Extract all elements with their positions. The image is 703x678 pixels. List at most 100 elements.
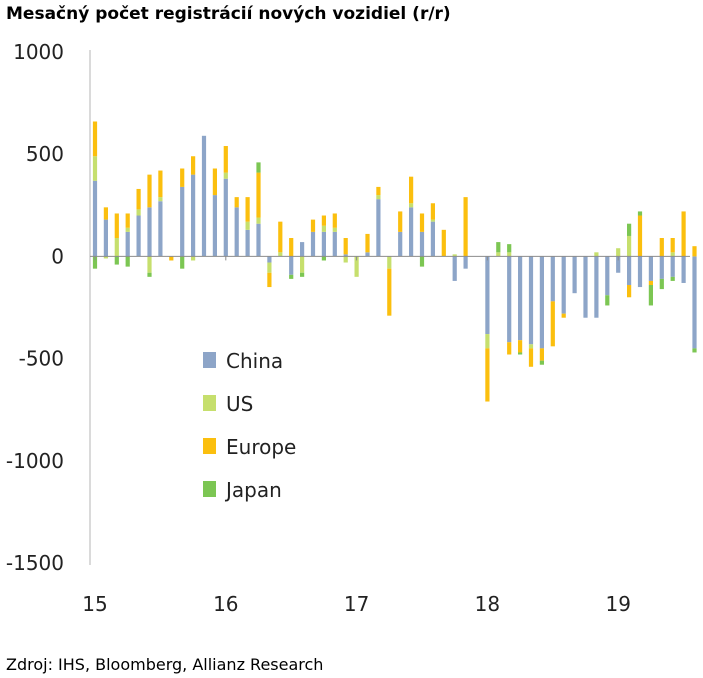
bar-segment-europe: [528, 348, 534, 367]
bar-segment-china: [659, 256, 664, 279]
bar-segment-europe: [125, 213, 130, 228]
bar-segment-europe: [365, 233, 370, 253]
bar-segment-europe: [681, 211, 686, 257]
bar-segment-japan: [289, 274, 294, 279]
bar-segment-europe: [419, 213, 425, 232]
bar-segment-china: [583, 256, 588, 318]
bar-segment-us: [507, 252, 512, 257]
bar-segment-us: [496, 252, 501, 257]
bar-segment-europe: [310, 219, 316, 232]
bar-segment-china: [409, 207, 414, 257]
bar-segment-china: [300, 242, 305, 257]
bar-segment-china: [463, 256, 468, 269]
x-axis-ticks: 15 16 17 18 19: [82, 256, 631, 616]
bar-segment-us: [125, 227, 130, 232]
bar-segment-china: [267, 256, 272, 263]
bar-segment-japan: [147, 272, 152, 277]
bar-segment-us: [136, 209, 141, 216]
bar-segment-europe: [103, 207, 108, 220]
legend-label-europe: Europe: [226, 435, 296, 459]
bar-segment-europe: [627, 285, 632, 298]
bar-segment-europe: [223, 146, 228, 173]
bar-segment-china: [103, 219, 108, 257]
y-axis-ticks: 1000 500 0 -500 -1000 -1500: [6, 40, 64, 575]
legend-label-japan: Japan: [224, 478, 282, 502]
legend-swatch-us: [203, 395, 216, 411]
bar-segment-us: [158, 197, 163, 202]
bar-segment-china: [648, 256, 653, 281]
bar-segment-china: [594, 256, 599, 318]
bar-segment-china: [289, 256, 294, 275]
bar-segment-europe: [648, 280, 653, 286]
bar-segment-us: [103, 256, 108, 259]
x-tick-label: 16: [213, 592, 238, 616]
bar-segment-europe: [518, 340, 523, 353]
bar-segment-us: [485, 334, 490, 349]
bar-segment-china: [343, 254, 348, 257]
bar-segment-us: [376, 195, 381, 200]
bar-segment-europe: [343, 238, 348, 255]
bar-segment-us: [92, 156, 98, 181]
bar-segment-europe: [637, 215, 643, 257]
bar-segment-china: [212, 195, 217, 257]
bar-segment-china: [321, 231, 326, 257]
bar-segment-china: [223, 178, 228, 257]
bar-segment-china: [627, 256, 632, 286]
bar-segment-europe: [409, 176, 414, 204]
bar-segment-us: [278, 252, 283, 257]
bar-segment-us: [594, 252, 599, 257]
bar-segment-europe: [332, 213, 337, 228]
legend: China US Europe Japan: [203, 349, 296, 502]
bar-segment-japan: [321, 256, 326, 261]
bar-segment-japan: [496, 242, 501, 253]
y-tick-label: 500: [26, 142, 64, 166]
bar-segment-us: [332, 227, 337, 232]
bar-segment-europe: [387, 268, 392, 316]
bar-segment-europe: [234, 197, 239, 208]
bar-segment-japan: [518, 352, 523, 355]
bar-segment-us: [627, 235, 632, 257]
bar-segment-us: [114, 238, 119, 257]
bar-segment-us: [430, 219, 435, 222]
bar-segment-china: [692, 256, 697, 349]
bar-segment-europe: [321, 215, 326, 226]
bar-segment-europe: [278, 221, 283, 253]
legend-swatch-europe: [203, 438, 216, 454]
bar-segment-europe: [267, 272, 272, 288]
bar-segment-china: [528, 256, 534, 345]
bar-segment-china: [605, 256, 610, 296]
bar-segment-china: [180, 186, 185, 257]
bar-segment-china: [398, 231, 403, 257]
bar-segment-europe: [245, 197, 250, 222]
x-tick-label: 18: [475, 592, 500, 616]
bars: [92, 121, 697, 402]
bar-segment-us: [321, 225, 326, 232]
bar-segment-us: [245, 221, 250, 230]
bar-segment-us: [354, 256, 359, 277]
bar-segment-china: [572, 256, 577, 294]
bar-segment-china: [507, 256, 512, 343]
bar-segment-europe: [485, 348, 490, 402]
bar-segment-us: [343, 256, 348, 263]
bar-segment-europe: [550, 301, 555, 347]
bar-segment-europe: [441, 229, 446, 257]
bar-segment-japan: [692, 348, 697, 353]
bar-segment-us: [267, 262, 272, 273]
bar-segment-us: [387, 256, 392, 269]
bar-segment-europe: [191, 156, 196, 175]
bar-segment-china: [550, 256, 555, 302]
bar-segment-us: [147, 256, 152, 273]
bar-segment-europe: [158, 170, 163, 198]
bar-segment-china: [670, 256, 675, 277]
bar-segment-china: [376, 199, 381, 257]
bar-segment-europe: [561, 313, 566, 318]
bar-segment-japan: [539, 360, 544, 365]
bar-segment-europe: [463, 197, 468, 257]
bar-segment-china: [616, 256, 621, 273]
bar-segment-china: [485, 256, 490, 335]
bar-segment-china: [561, 256, 566, 314]
bar-segment-china: [365, 252, 370, 257]
bar-segment-europe: [289, 238, 294, 257]
bar-segment-europe: [114, 213, 119, 239]
